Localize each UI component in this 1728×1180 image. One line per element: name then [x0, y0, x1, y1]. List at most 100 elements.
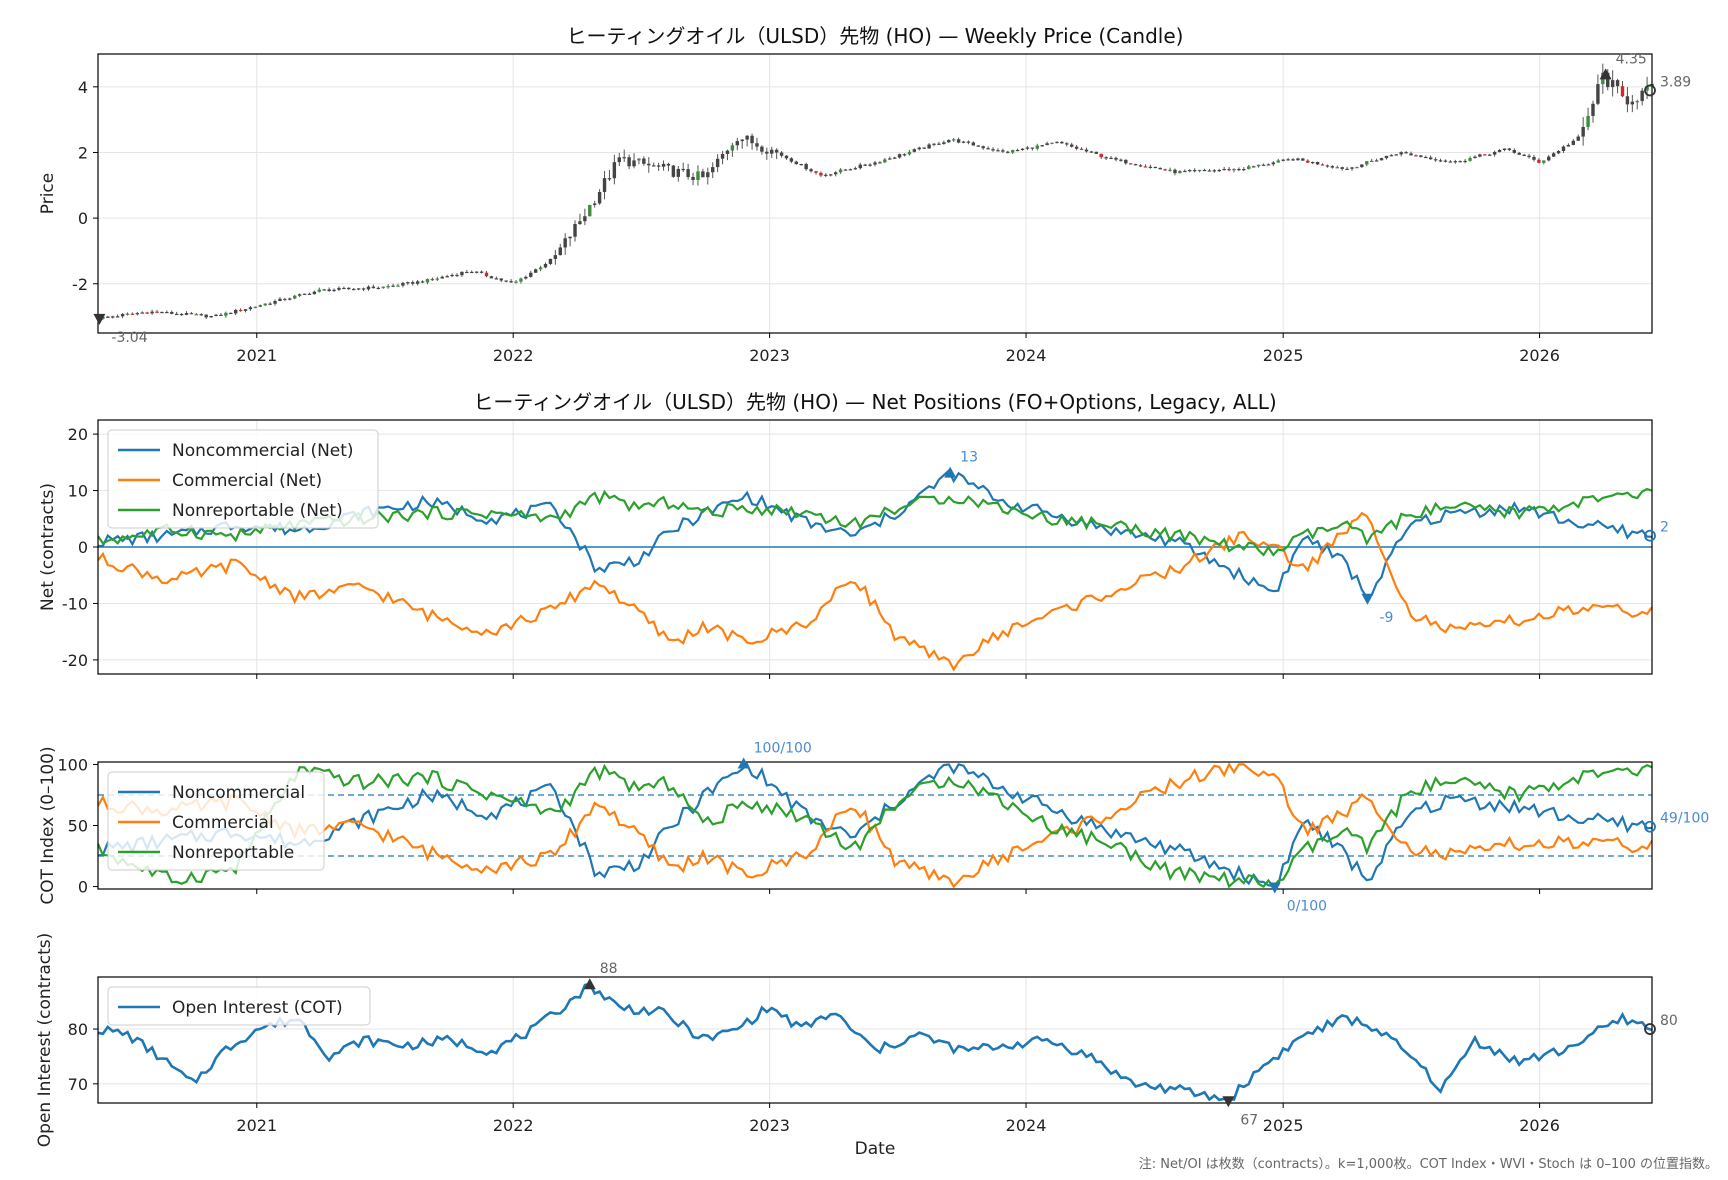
y-tick-label: 70	[68, 1075, 88, 1094]
candle	[1610, 80, 1615, 88]
candle	[1325, 165, 1330, 167]
legend-box	[107, 986, 371, 1026]
candle	[1301, 158, 1305, 161]
candle	[1424, 156, 1428, 159]
candle	[617, 157, 621, 163]
candle	[961, 141, 966, 143]
max-marker	[944, 466, 957, 478]
candle	[1227, 168, 1231, 171]
candle	[125, 313, 130, 315]
candle	[199, 314, 203, 316]
candle	[1399, 152, 1403, 155]
candle	[838, 169, 843, 173]
candle	[317, 289, 321, 292]
candle	[1222, 168, 1226, 171]
candle	[917, 147, 921, 150]
candle	[971, 142, 976, 146]
candle	[302, 293, 307, 295]
min-label: -3.04	[111, 330, 147, 346]
candle	[755, 143, 759, 147]
candle	[1207, 170, 1212, 172]
candle	[445, 276, 449, 278]
candle	[1079, 148, 1084, 150]
candle	[937, 143, 941, 145]
candle	[1453, 161, 1457, 163]
x-tick-label: 2021	[236, 346, 277, 365]
candle	[1060, 141, 1064, 144]
candle	[1404, 152, 1408, 154]
candle	[784, 155, 789, 159]
candle	[366, 286, 371, 290]
candle	[956, 139, 961, 143]
candle	[1168, 169, 1172, 171]
candle	[824, 174, 828, 176]
x-tick-label: 2024	[1006, 346, 1047, 365]
candle	[1502, 148, 1507, 151]
candle	[1109, 157, 1113, 160]
candle	[1232, 168, 1236, 171]
candle	[406, 282, 410, 284]
candle	[224, 312, 228, 316]
candle	[1281, 159, 1285, 161]
candle	[774, 149, 779, 153]
candle	[765, 151, 769, 154]
series-line	[97, 511, 1653, 672]
candle	[1606, 72, 1610, 88]
candle	[661, 163, 666, 167]
candle	[907, 151, 912, 155]
candle	[1202, 169, 1207, 172]
last-value-marker	[1644, 84, 1656, 97]
y-tick-label: -20	[62, 651, 88, 670]
plot-frame	[97, 53, 1653, 334]
candle	[592, 203, 597, 205]
candle	[1035, 145, 1039, 149]
candle	[1183, 170, 1187, 173]
candle	[1271, 162, 1276, 165]
candle	[494, 278, 499, 280]
candle	[1365, 161, 1369, 165]
candle	[1153, 166, 1158, 169]
candle	[622, 157, 626, 159]
candle	[411, 282, 415, 284]
candle	[1512, 150, 1517, 153]
candle	[951, 139, 956, 141]
candle	[238, 309, 243, 312]
candle	[1261, 164, 1266, 166]
candle	[1030, 147, 1035, 149]
candle	[833, 172, 838, 175]
candle	[548, 258, 553, 264]
candle	[1630, 101, 1635, 105]
candle	[848, 169, 853, 171]
candle	[1010, 150, 1015, 153]
candle	[1625, 96, 1630, 105]
candle	[263, 303, 267, 306]
candle	[922, 147, 926, 149]
candle	[794, 161, 799, 165]
candle	[204, 314, 208, 318]
min-label: -9	[1379, 610, 1393, 626]
candle	[194, 314, 199, 316]
candle	[799, 164, 803, 166]
candle	[853, 168, 858, 170]
candle	[499, 278, 503, 281]
candle	[745, 135, 749, 140]
candle	[1050, 142, 1054, 144]
candle	[612, 162, 617, 179]
candle	[415, 281, 420, 284]
candle	[760, 146, 764, 152]
candle	[135, 313, 140, 315]
min-marker	[93, 313, 106, 325]
candle	[1340, 167, 1344, 169]
candle	[553, 255, 558, 259]
max-marker	[583, 978, 596, 990]
candle	[1315, 161, 1320, 165]
candle	[1542, 160, 1546, 163]
candle	[420, 281, 425, 283]
candle	[342, 287, 346, 290]
y-tick-label: 2	[78, 143, 88, 162]
max-marker	[737, 757, 750, 769]
candle	[524, 276, 528, 279]
candle	[1394, 154, 1398, 156]
candle	[115, 316, 120, 318]
candle	[489, 276, 494, 279]
